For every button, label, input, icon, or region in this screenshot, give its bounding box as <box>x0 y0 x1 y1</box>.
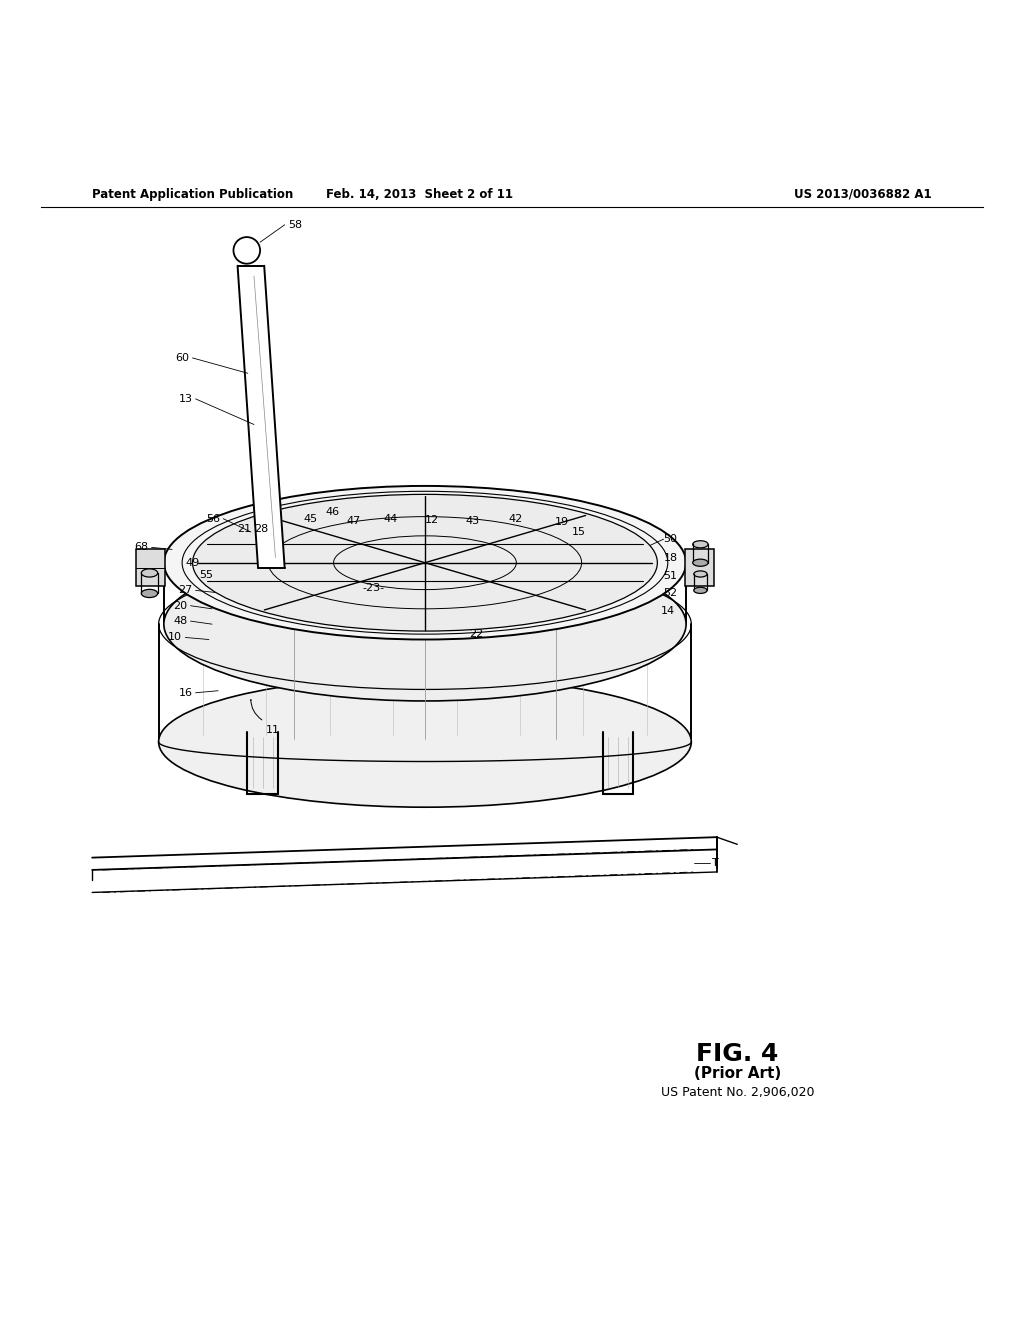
Text: US 2013/0036882 A1: US 2013/0036882 A1 <box>795 187 932 201</box>
Text: Patent Application Publication: Patent Application Publication <box>92 187 294 201</box>
Circle shape <box>233 238 260 264</box>
Text: 68: 68 <box>134 543 148 552</box>
Text: 60: 60 <box>175 352 189 363</box>
Polygon shape <box>238 265 285 568</box>
Text: -23-: -23- <box>362 583 385 593</box>
Text: 43: 43 <box>466 516 480 525</box>
Text: US Patent No. 2,906,020: US Patent No. 2,906,020 <box>660 1085 814 1098</box>
Text: 28: 28 <box>254 524 268 533</box>
Ellipse shape <box>193 495 657 631</box>
Text: Feb. 14, 2013  Sheet 2 of 11: Feb. 14, 2013 Sheet 2 of 11 <box>327 187 513 201</box>
Text: FIG. 4: FIG. 4 <box>696 1043 778 1067</box>
Ellipse shape <box>159 677 691 808</box>
Ellipse shape <box>164 486 686 639</box>
Text: 55: 55 <box>199 570 213 579</box>
Text: 51: 51 <box>664 572 678 581</box>
Text: 10: 10 <box>168 632 182 643</box>
Bar <box>136 549 165 586</box>
Text: 44: 44 <box>383 513 397 524</box>
Text: 56: 56 <box>206 513 220 524</box>
FancyArrowPatch shape <box>251 700 262 719</box>
Text: 50: 50 <box>664 535 678 544</box>
Text: 46: 46 <box>326 507 340 516</box>
Text: 20: 20 <box>173 601 187 611</box>
Text: 58: 58 <box>288 220 302 230</box>
Text: 11: 11 <box>266 725 281 735</box>
Text: 19: 19 <box>555 516 569 527</box>
Text: 27: 27 <box>178 585 193 595</box>
Text: 12: 12 <box>425 515 439 525</box>
Text: 47: 47 <box>346 516 360 525</box>
Ellipse shape <box>141 569 158 577</box>
Ellipse shape <box>692 560 708 566</box>
Text: 42: 42 <box>509 513 523 524</box>
Ellipse shape <box>694 572 707 577</box>
Bar <box>685 549 714 586</box>
Text: 16: 16 <box>178 688 193 698</box>
Text: (Prior Art): (Prior Art) <box>693 1067 781 1081</box>
Text: 18: 18 <box>664 553 678 562</box>
Ellipse shape <box>164 548 686 701</box>
Text: 48: 48 <box>173 616 187 626</box>
Text: 49: 49 <box>185 558 200 568</box>
Ellipse shape <box>141 589 158 598</box>
Text: 14: 14 <box>660 606 675 616</box>
Text: 13: 13 <box>178 393 193 404</box>
Text: 15: 15 <box>571 527 586 537</box>
Text: 21: 21 <box>238 524 252 533</box>
Ellipse shape <box>694 587 707 594</box>
Text: 45: 45 <box>303 513 317 524</box>
Text: 52: 52 <box>664 589 678 598</box>
Text: 22: 22 <box>469 630 483 639</box>
Text: T: T <box>712 858 719 867</box>
Ellipse shape <box>692 541 708 548</box>
